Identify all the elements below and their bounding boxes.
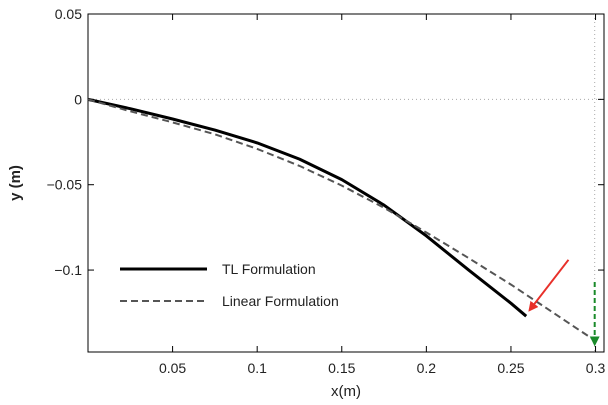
legend-label-tl: TL Formulation <box>222 261 316 277</box>
y-tick-label: −0.05 <box>47 177 83 193</box>
plot-frame <box>87 13 605 353</box>
x-tick-label: 0.3 <box>586 360 606 376</box>
legend-label-linear: Linear Formulation <box>222 293 339 309</box>
x-axis-label: x(m) <box>331 383 361 400</box>
annotation-layer <box>528 259 600 347</box>
y-tick-label: −0.1 <box>54 262 82 278</box>
x-tick-label: 0.2 <box>417 360 437 376</box>
series-line-linear <box>87 98 597 342</box>
grid-layer <box>88 14 604 352</box>
red-arrow <box>528 259 570 312</box>
y-tick-label: 0.05 <box>55 6 82 22</box>
x-tick-label: 0.15 <box>328 360 355 376</box>
series-line-tl <box>87 97 528 318</box>
y-axis-label: y (m) <box>7 165 24 201</box>
legend: TL Formulation Linear Formulation <box>120 261 339 309</box>
series-layer <box>87 97 597 342</box>
x-tick-label: 0.25 <box>497 360 524 376</box>
y-tick-label: 0 <box>74 91 82 107</box>
ticks-layer: 0.05 0.1 0.15 0.2 0.25 0.3 0.05 0 −0.05 −0.1 <box>47 6 606 376</box>
x-tick-label: 0.1 <box>247 360 267 376</box>
x-tick-label: 0.05 <box>159 360 186 376</box>
